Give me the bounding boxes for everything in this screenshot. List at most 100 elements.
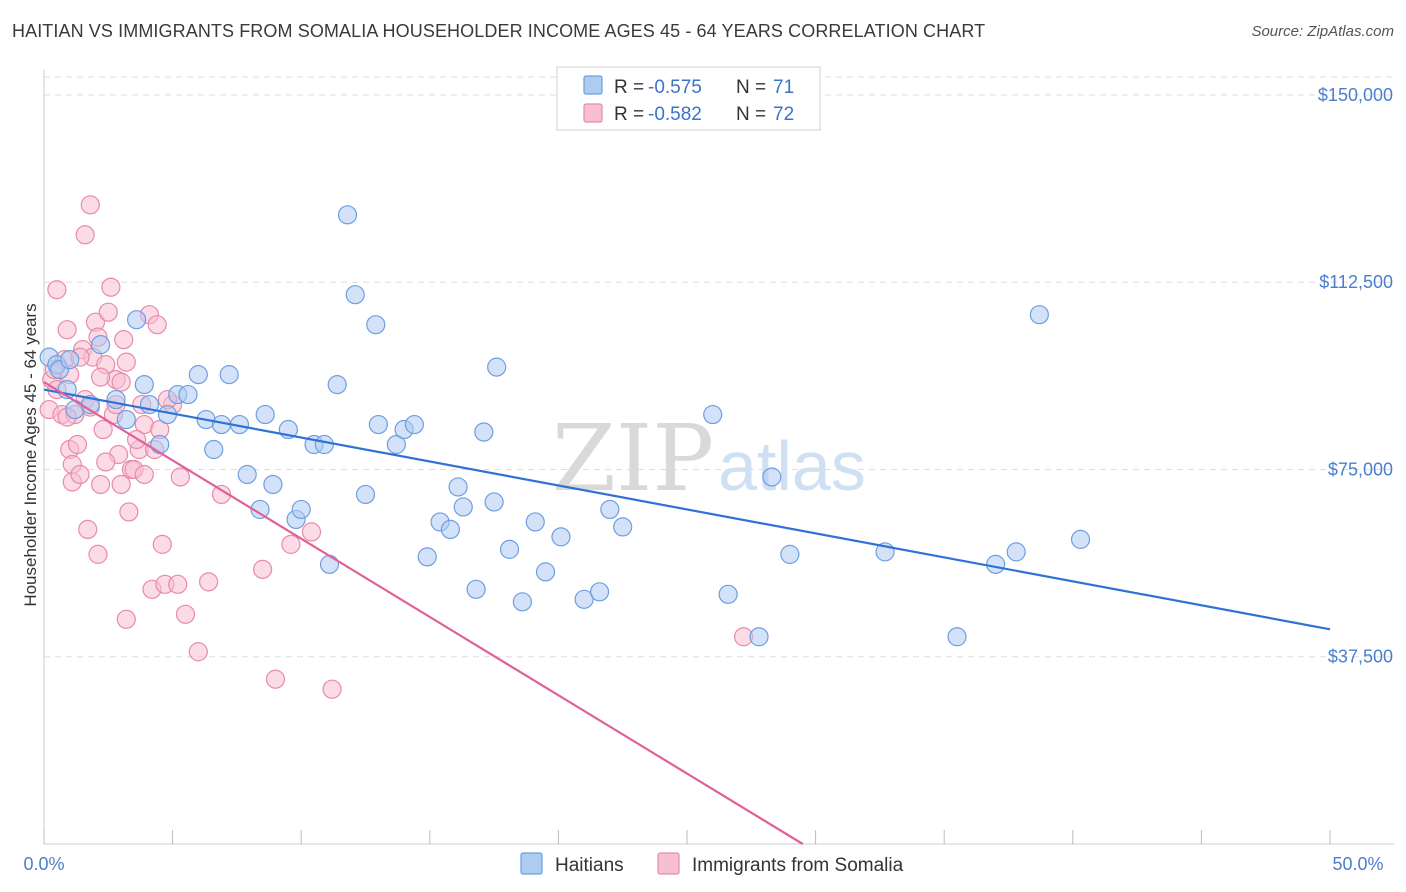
haitian-point[interactable] [366,315,386,335]
haitian-point[interactable] [263,474,283,495]
somalia-point[interactable] [116,609,136,629]
somalia-point[interactable] [111,372,131,392]
haitian-point[interactable] [90,335,111,355]
haitian-point[interactable] [484,492,504,512]
haitian-point[interactable] [386,434,406,455]
haitian-point[interactable] [106,389,126,410]
haitian-point[interactable] [126,310,147,330]
haitian-point[interactable] [448,477,468,497]
haitian-point[interactable] [255,404,275,425]
series-legend-swatch-somalia[interactable] [657,852,680,875]
haitian-point[interactable] [337,205,358,225]
haitian-point[interactable] [188,365,208,385]
haitian-point[interactable] [525,512,545,532]
haitian-point[interactable] [762,467,782,487]
haitian-point[interactable] [291,499,311,520]
somalia-point[interactable] [88,544,108,564]
haitian-point[interactable] [440,519,460,540]
somalia-point[interactable] [116,352,136,372]
haitian-point[interactable] [150,434,170,455]
somalia-point[interactable] [253,559,273,579]
haitian-point[interactable] [749,627,769,647]
haitian-point[interactable] [178,384,198,405]
somalia-point[interactable] [119,502,139,522]
somalia-point[interactable] [101,277,121,297]
somalia-point[interactable] [96,452,116,472]
haitian-point[interactable] [600,499,620,520]
watermark-zip: ZIP [552,405,714,512]
somalia-point[interactable] [134,464,154,485]
haitian-point[interactable] [368,414,388,435]
somalia-point[interactable] [301,522,322,542]
haitian-point[interactable] [319,554,340,574]
y-tick-label: $150,000 [1318,85,1393,105]
somalia-point[interactable] [67,434,88,455]
haitian-point[interactable] [589,582,610,602]
series-legend-label-somalia[interactable]: Immigrants from Somalia [692,855,904,876]
somalia-point[interactable] [93,419,113,440]
somalia-point[interactable] [265,669,286,689]
haitian-point[interactable] [703,404,723,425]
series-legend-label-haitians[interactable]: Haitians [555,855,624,876]
haitian-point[interactable] [947,627,967,647]
somalia-point[interactable] [70,464,90,485]
somalia-point[interactable] [170,467,190,487]
somalia-point[interactable] [98,302,118,322]
haitian-point[interactable] [487,357,507,377]
y-axis-label: Householder Income Ages 45 - 64 years [21,303,40,606]
legend-n-label-2: N = [736,104,766,125]
series-legend: Haitians Immigrants from Somalia [520,852,904,876]
somalia-point[interactable] [281,534,301,554]
haitian-point[interactable] [986,554,1006,574]
somalia-point[interactable] [80,195,100,215]
haitian-point[interactable] [60,350,80,370]
haitian-point[interactable] [327,374,347,395]
legend-n-label-1: N = [736,77,766,98]
haitian-point[interactable] [1006,542,1026,562]
somalia-point[interactable] [78,519,98,540]
somalia-point[interactable] [168,574,188,594]
somalia-point[interactable] [147,315,167,335]
legend-n-value-2: 72 [773,104,794,125]
haitian-point[interactable] [1029,305,1049,325]
haitian-point[interactable] [314,434,334,455]
haitian-point[interactable] [780,544,800,564]
somalia-point[interactable] [114,330,134,350]
somalia-point[interactable] [47,280,67,300]
haitian-point[interactable] [404,414,424,435]
somalia-point[interactable] [111,474,131,495]
somalia-point[interactable] [188,642,208,662]
haitian-point[interactable] [116,409,136,430]
haitian-point[interactable] [345,285,365,305]
haitian-point[interactable] [551,527,571,547]
haitian-point[interactable] [204,439,224,460]
haitian-point[interactable] [237,464,257,485]
haitian-point[interactable] [466,579,486,599]
somalia-point[interactable] [90,367,111,387]
haitian-point[interactable] [474,422,494,442]
haitian-point[interactable] [250,499,270,520]
haitian-point[interactable] [134,374,154,395]
series-legend-swatch-haitians[interactable] [520,852,543,875]
somalia-point[interactable] [57,320,77,340]
somalia-point[interactable] [175,604,196,624]
haitian-point[interactable] [613,517,633,537]
haitian-point[interactable] [512,592,532,612]
haitian-point[interactable] [453,497,473,517]
somalia-point[interactable] [322,679,342,699]
somalia-point[interactable] [199,572,219,592]
haitian-point[interactable] [718,584,738,604]
haitian-point[interactable] [535,562,556,582]
haitian-point[interactable] [574,589,594,609]
chart-title: HAITIAN VS IMMIGRANTS FROM SOMALIA HOUSE… [12,21,986,41]
haitian-point[interactable] [219,365,239,385]
haitian-point[interactable] [417,547,437,567]
somalia-point[interactable] [75,225,95,245]
haitian-point[interactable] [1070,529,1091,549]
haitian-point[interactable] [499,539,520,559]
somalia-point[interactable] [152,534,172,554]
haitian-point[interactable] [355,484,376,505]
axes [43,70,1394,845]
somalia-point[interactable] [90,474,111,495]
